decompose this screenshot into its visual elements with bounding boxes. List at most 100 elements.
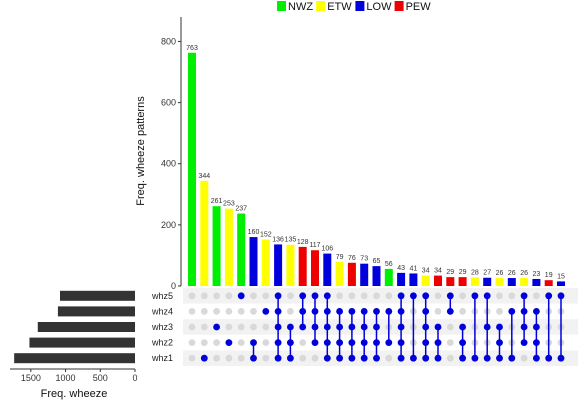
matrix-row-bg [183,350,578,366]
matrix-dot-filled [299,308,307,315]
matrix-dot-filled [410,354,417,362]
intersection-value-label: 29 [459,269,467,276]
legend-swatch-etw [316,1,326,11]
matrix-dot-filled [373,354,380,362]
matrix-dot-filled [422,308,430,315]
intersection-bar [335,261,344,286]
matrix-dot-empty [373,292,380,300]
intersection-bar [200,180,209,286]
intersection-value-label: 34 [422,268,430,275]
matrix-dot-empty [446,323,454,331]
intersection-value-label: 76 [348,255,356,262]
matrix-dot-empty [508,292,516,300]
intersection-value-label: 106 [321,246,333,253]
matrix-dot-filled [274,354,282,362]
matrix-dot-empty [262,354,270,362]
intersection-bar [483,277,492,286]
matrix-dot-empty [385,292,393,300]
intersection-value-label: 41 [410,265,418,272]
matrix-dot-empty [336,292,343,300]
matrix-dot-empty [250,292,257,300]
matrix-dot-filled [557,292,565,300]
intersection-bar [495,278,504,286]
matrix-dot-empty [250,323,257,331]
set-tick-label: 1500 [21,373,41,383]
matrix-dot-empty [225,323,233,331]
matrix-dot-empty [434,308,442,315]
matrix-dot-empty [237,339,245,346]
matrix-dot-filled [496,323,503,331]
matrix-row-bg [183,334,578,351]
matrix-dot-filled [200,354,208,362]
matrix-dot-filled [483,323,491,331]
matrix-dot-empty [459,292,466,300]
matrix-dot-empty [446,354,454,362]
intersection-value-label: 65 [373,258,381,265]
matrix-dot-filled [496,354,503,362]
matrix-dot-filled [533,323,540,331]
matrix-dot-filled [520,323,528,331]
matrix-row-bg [183,288,578,304]
matrix-dot-empty [237,308,245,315]
matrix-dot-empty [385,354,393,362]
matrix-dot-filled [422,292,430,300]
y-axis-title: Freq. wheeze patterns [135,96,147,206]
intersection-bar [409,273,418,286]
matrix-dot-empty [188,323,196,331]
intersection-bar [507,278,516,286]
matrix-dot-filled [397,323,405,331]
matrix-dot-empty [213,308,221,315]
set-tick-label: 0 [132,373,137,383]
matrix-dot-filled [323,292,331,300]
matrix-dot-empty [299,354,307,362]
matrix-dot-empty [496,292,503,300]
intersection-value-label: 152 [260,232,272,239]
matrix-dot-empty [200,323,208,331]
matrix-dot-filled [348,308,356,315]
matrix-dot-filled [311,323,319,331]
intersection-bar [434,275,442,286]
matrix-dot-filled [213,323,221,331]
intersection-value-label: 128 [297,239,309,246]
matrix-dot-empty [200,292,208,300]
intersection-value-label: 135 [285,237,297,244]
set-label-whz2: whz2 [151,338,173,348]
matrix-dot-filled [323,323,331,331]
intersection-value-label: 117 [309,242,320,249]
intersection-value-label: 27 [483,270,491,277]
matrix-dot-empty [299,339,307,346]
set-bar-whz2 [29,337,136,348]
matrix-dot-empty [262,292,270,300]
intersection-bar [311,250,319,286]
legend-label-etw: ETW [327,1,352,13]
matrix-dot-empty [213,339,221,346]
matrix-dot-filled [311,292,319,300]
intersection-value-label: 344 [198,173,210,180]
intersection-bar [397,272,406,286]
set-bar-whz3 [37,322,135,332]
matrix-dot-filled [373,339,380,346]
matrix-dot-filled [520,292,528,300]
intersection-bar [323,253,332,286]
intersection-bar [261,239,270,286]
intersection-bar [237,213,246,286]
matrix-dot-filled [385,339,393,346]
matrix-dot-filled [262,308,270,315]
matrix-dot-filled [520,308,528,315]
matrix-dot-filled [274,292,282,300]
matrix-dot-empty [237,323,245,331]
intersection-bar [298,246,307,286]
y-tick-label: 600 [161,98,176,108]
intersection-value-label: 56 [385,261,393,268]
matrix-dot-empty [225,292,233,300]
matrix-dot-filled [410,292,417,300]
intersection-value-label: 43 [397,265,405,272]
intersection-bar [212,206,221,286]
set-label-whz4: whz4 [151,306,173,316]
intersection-value-label: 34 [434,268,442,275]
intersection-value-label: 253 [223,201,235,208]
intersection-value-label: 26 [496,270,504,277]
matrix-dot-empty [459,308,466,315]
matrix-dot-filled [434,354,442,362]
matrix-dot-filled [287,323,294,331]
